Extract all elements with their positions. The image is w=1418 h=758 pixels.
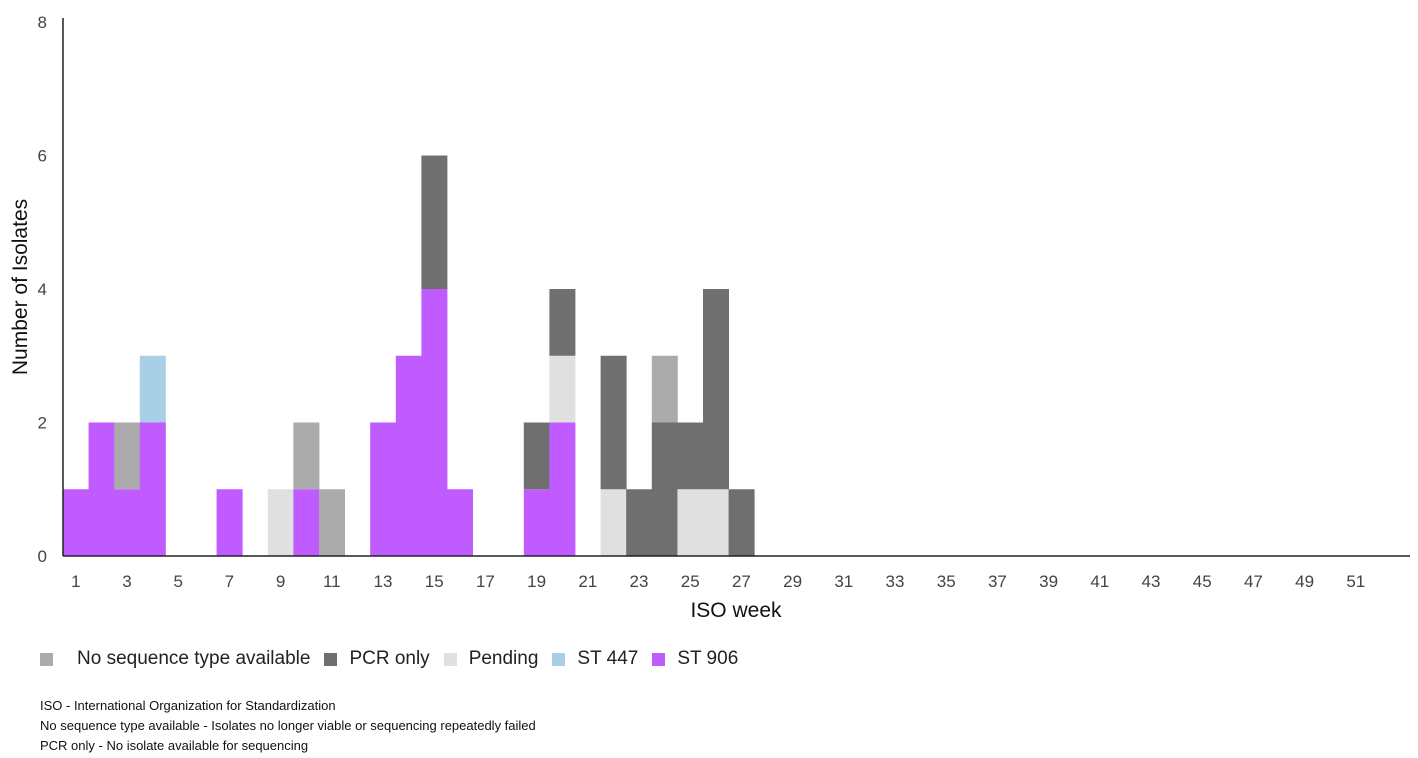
legend-item-st447: ST 447 (552, 648, 638, 670)
x-tick-label: 23 (630, 572, 649, 591)
footnote-pcr-only: PCR only - No isolate available for sequ… (40, 738, 309, 753)
bar-segment (677, 489, 704, 556)
footnote-no-sequence: No sequence type available - Isolates no… (40, 718, 536, 733)
bar-segment (600, 355, 627, 490)
legend-label-pcr-only: PCR only (349, 648, 430, 669)
x-tick-label: 21 (578, 572, 597, 591)
legend-swatch-st906 (652, 652, 666, 666)
legend-item-pending: Pending (443, 648, 539, 670)
bar-segment (549, 422, 576, 556)
x-tick-label: 29 (783, 572, 802, 591)
bar-segment (447, 489, 473, 556)
bar-segment (319, 489, 345, 556)
bar-segment (549, 355, 576, 423)
legend-swatch-st447 (552, 652, 566, 666)
footnote-iso: ISO - International Organization for Sta… (40, 698, 336, 713)
x-tick-label: 25 (681, 572, 700, 591)
x-tick-label: 51 (1346, 572, 1365, 591)
bar-segment (216, 489, 243, 556)
legend-label-no-sequence: No sequence type available (77, 648, 311, 669)
legend-label-st906: ST 906 (677, 648, 739, 669)
bar-segment (421, 289, 448, 556)
bar-segment (651, 355, 678, 423)
legend: No sequence type available PCR only Pend… (40, 648, 752, 670)
x-tick-label: 5 (173, 572, 182, 591)
y-tick-label: 0 (38, 547, 47, 566)
bar-segment (88, 422, 115, 556)
x-tick-label: 37 (988, 572, 1007, 591)
x-axis-ticks: 1 3 5 7 9 11 13 15 17 19 21 23 25 27 29 31 33 35 37 39 41 43 4… (71, 572, 1365, 591)
bar-segment (523, 489, 550, 556)
x-tick-label: 35 (937, 572, 956, 591)
x-tick-label: 9 (276, 572, 285, 591)
x-tick-label: 49 (1295, 572, 1314, 591)
y-axis-label: Number of Isolates (9, 199, 32, 375)
legend-item-st906: ST 906 (652, 648, 738, 670)
footnotes: ISO - International Organization for Sta… (40, 696, 536, 756)
bar-segment (267, 489, 294, 556)
x-tick-label: 19 (527, 572, 546, 591)
bar-segment (626, 489, 653, 556)
bar-segment (703, 489, 729, 556)
legend-item-no-sequence: No sequence type available (40, 648, 310, 670)
bar-segment (600, 489, 627, 556)
legend-label-st447: ST 447 (577, 648, 639, 669)
x-tick-label: 45 (1193, 572, 1212, 591)
x-tick-label: 31 (834, 572, 853, 591)
x-tick-label: 13 (374, 572, 393, 591)
bar-segment (63, 489, 89, 556)
bar-segment (293, 489, 320, 556)
y-tick-label: 2 (38, 414, 47, 433)
bars (63, 155, 755, 556)
bar-segment (703, 289, 729, 490)
x-tick-label: 7 (225, 572, 234, 591)
y-tick-label: 6 (38, 147, 47, 166)
bar-segment (728, 489, 755, 556)
x-tick-label: 3 (122, 572, 131, 591)
bar-segment (114, 489, 141, 556)
x-tick-label: 27 (732, 572, 751, 591)
x-tick-label: 33 (886, 572, 905, 591)
bar-segment (677, 422, 704, 490)
bar-segment (293, 422, 320, 490)
bar-segment (139, 422, 166, 556)
x-tick-label: 47 (1244, 572, 1263, 591)
y-tick-label: 4 (38, 280, 47, 299)
y-tick-label: 8 (38, 13, 47, 32)
bar-segment (523, 422, 550, 490)
x-axis-label: ISO week (690, 599, 782, 622)
legend-item-pcr-only: PCR only (324, 648, 430, 670)
bar-segment (421, 155, 448, 289)
bar-segment (114, 422, 141, 490)
x-tick-label: 17 (476, 572, 495, 591)
bar-segment (139, 355, 166, 423)
bar-segment (370, 422, 397, 556)
x-tick-label: 43 (1142, 572, 1161, 591)
x-tick-label: 1 (71, 572, 80, 591)
bar-segment (651, 422, 678, 556)
legend-swatch-pending (443, 652, 457, 666)
x-tick-label: 39 (1039, 572, 1058, 591)
y-axis-ticks: 0 2 4 6 8 (38, 13, 47, 566)
x-tick-label: 41 (1090, 572, 1109, 591)
bar-segment (395, 355, 422, 556)
bar-segment (549, 289, 576, 356)
legend-label-pending: Pending (468, 648, 539, 669)
x-tick-label: 15 (425, 572, 444, 591)
x-tick-label: 11 (323, 572, 341, 591)
legend-swatch-pcr-only (324, 652, 338, 666)
legend-swatch-no-sequence (40, 652, 53, 666)
